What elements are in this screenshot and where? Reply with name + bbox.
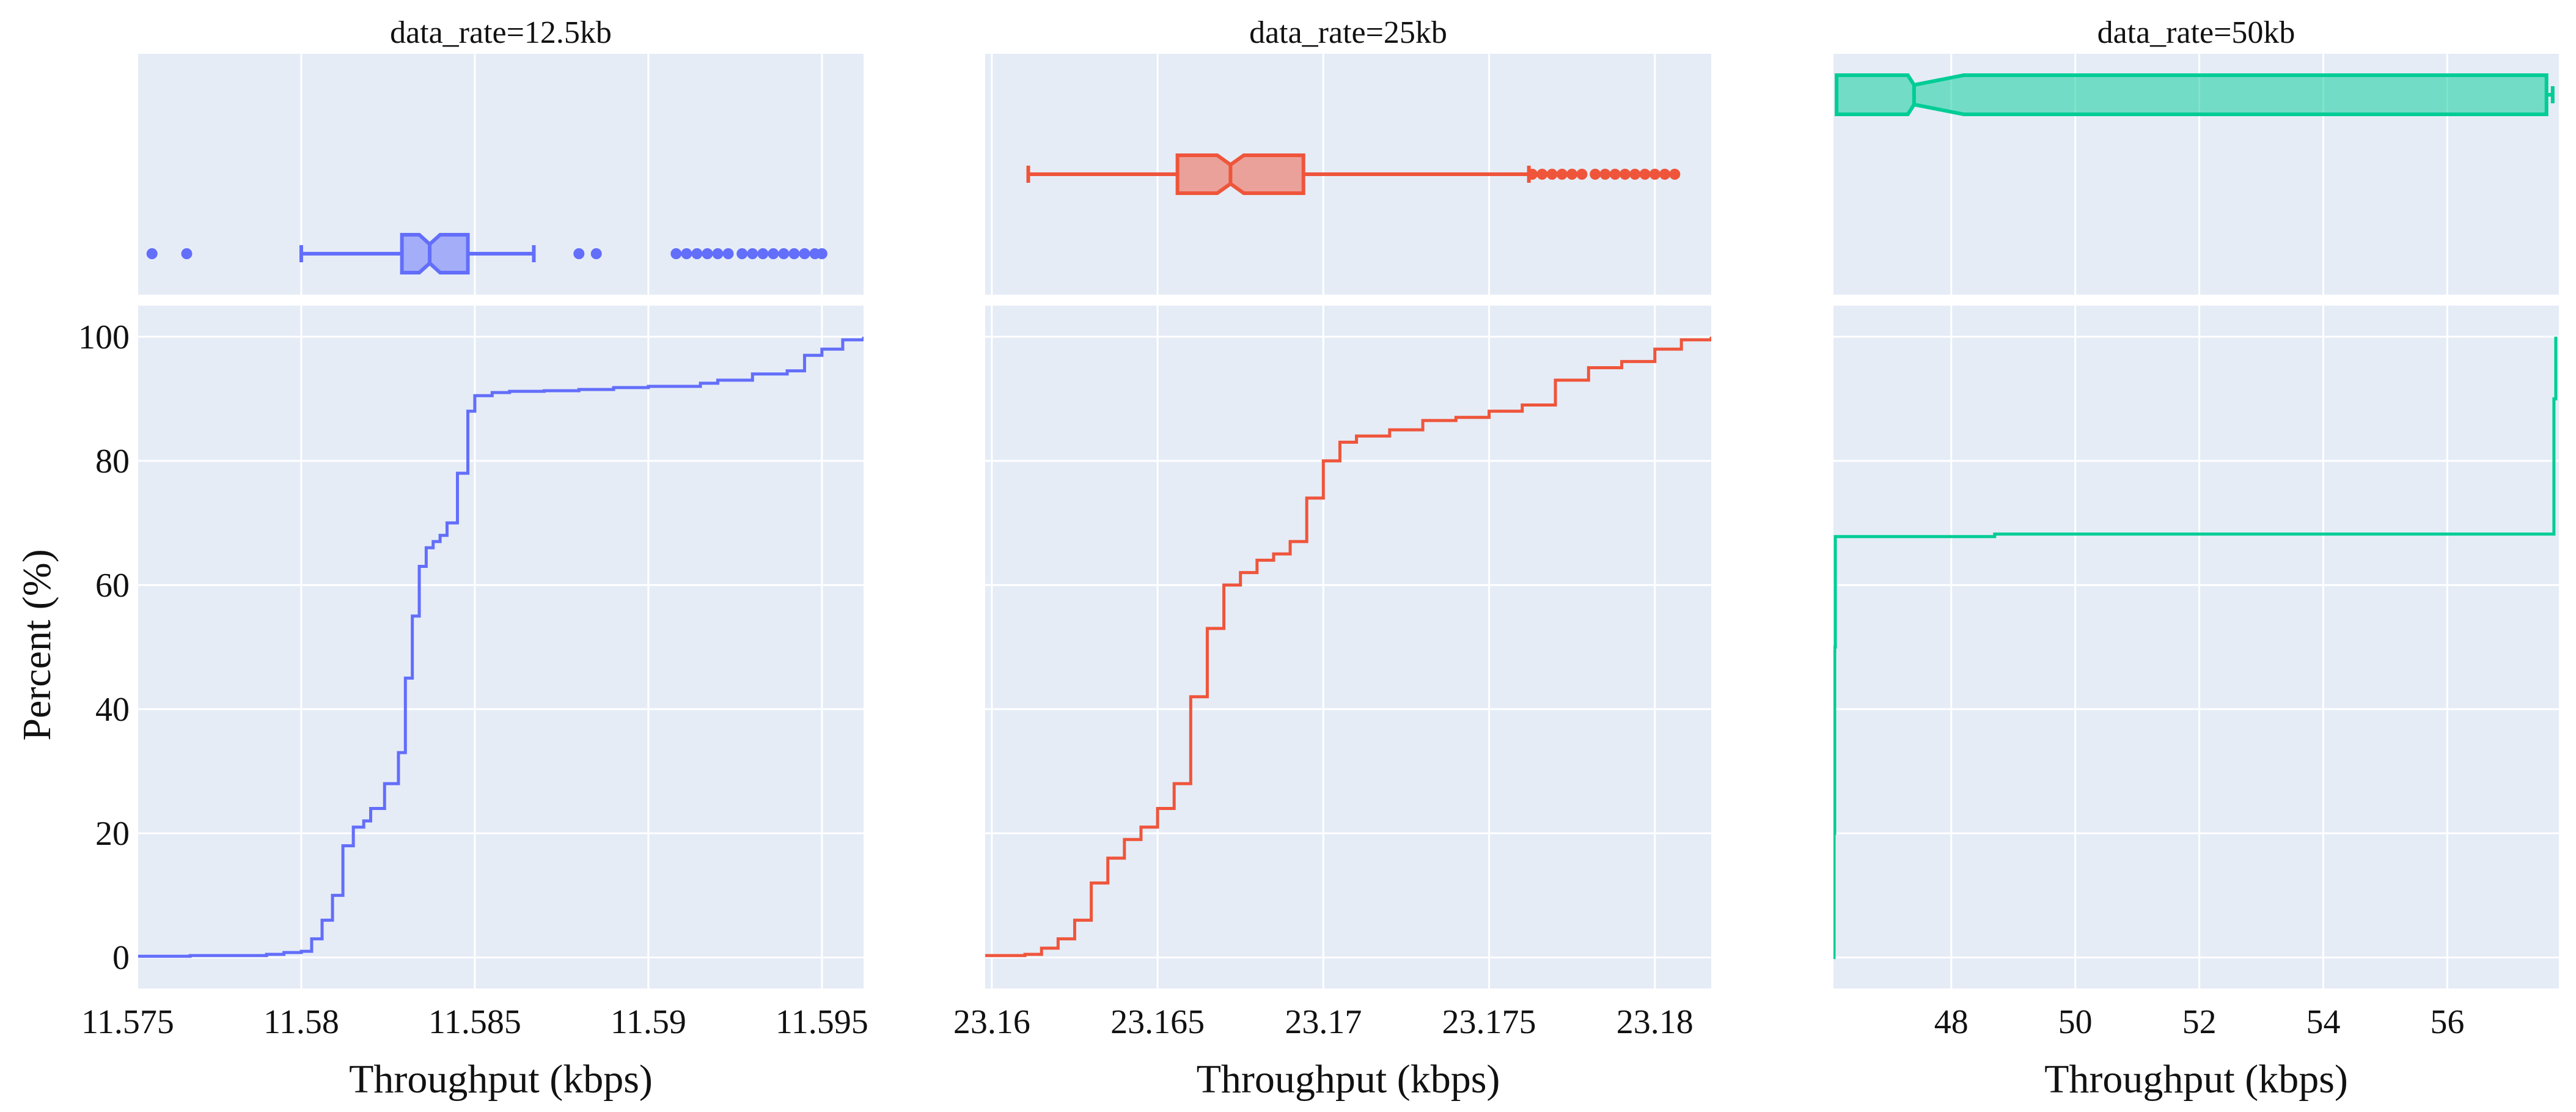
- boxplot-outlier: [1527, 169, 1538, 180]
- boxplot-outlier: [1536, 169, 1548, 180]
- boxplot: [1835, 73, 2555, 116]
- x-tick-label: 11.59: [611, 1003, 686, 1041]
- x-tick-label: 52: [2182, 1003, 2217, 1041]
- boxplot-outlier: [1639, 169, 1651, 180]
- boxplot-outlier: [181, 248, 193, 259]
- x-axis-title: Throughput (kbps): [1197, 1057, 1500, 1102]
- boxplot-outlier: [712, 248, 724, 259]
- panel-1: data_rate=12.5kb 11.575 11.58 11.585 11.59 11…: [78, 15, 868, 1102]
- panel-2: data_rate=25kb 23.16 23.165 23.17 23.175 23.1…: [953, 15, 1711, 1102]
- boxplot-outlier: [768, 248, 779, 259]
- x-tick-label: 11.585: [428, 1003, 521, 1041]
- boxplot-outlier: [1599, 169, 1611, 180]
- boxplot-outlier: [573, 248, 585, 259]
- boxplot-outlier: [757, 248, 769, 259]
- boxplot-outlier: [590, 248, 602, 259]
- boxplot-outlier: [1546, 169, 1558, 180]
- boxplot-outlier: [799, 248, 810, 259]
- panel-3: data_rate=50kb 48 50 52 54 56 Throughput (kbps…: [1833, 15, 2559, 1102]
- boxplot-box: [400, 233, 470, 274]
- y-tick-label: 60: [95, 567, 130, 605]
- ecdf-line: [138, 336, 864, 958]
- y-tick-label: 40: [95, 691, 130, 729]
- x-tick-label: 11.58: [263, 1003, 339, 1041]
- x-tick-label: 50: [2058, 1003, 2093, 1041]
- boxplot-outlier: [816, 248, 827, 259]
- ecdf-background: [1833, 306, 2559, 989]
- x-axis-title: Throughput (kbps): [349, 1057, 653, 1102]
- boxplot-box: [1835, 73, 2548, 116]
- boxplot-outlier: [681, 248, 692, 259]
- panel-title: data_rate=12.5kb: [390, 15, 612, 50]
- boxplot-outlier: [1609, 169, 1621, 180]
- chart-panels: data_rate=12.5kb 11.575 11.58 11.585 11.59 11…: [78, 15, 2559, 1102]
- boxplot-outlier: [1669, 169, 1681, 180]
- boxplot-outlier: [146, 248, 158, 259]
- x-tick-label: 23.165: [1110, 1003, 1205, 1041]
- boxplot-outlier: [722, 248, 734, 259]
- boxplot-outlier: [788, 248, 800, 259]
- x-tick-label: 54: [2306, 1003, 2340, 1041]
- panel-title: data_rate=25kb: [1249, 15, 1447, 50]
- boxplot-outlier: [736, 248, 748, 259]
- y-tick-label: 20: [95, 815, 130, 853]
- y-tick-label: 0: [112, 939, 130, 977]
- x-tick-label: 56: [2430, 1003, 2464, 1041]
- boxplot-outlier: [1619, 169, 1631, 180]
- panel-title: data_rate=50kb: [2097, 15, 2295, 50]
- ecdf-background: [985, 306, 1711, 989]
- boxplot-outlier: [1556, 169, 1568, 180]
- ecdf-background: [138, 306, 864, 989]
- boxplot-outlier: [670, 248, 682, 259]
- x-tick-label: 11.595: [776, 1003, 868, 1041]
- boxplot-outlier: [1590, 169, 1601, 180]
- x-tick-label: 23.16: [953, 1003, 1030, 1041]
- x-tick-label: 23.17: [1285, 1003, 1362, 1041]
- ecdf-line: [985, 336, 1711, 957]
- boxplot-outlier: [1566, 169, 1578, 180]
- boxplot: [1026, 153, 1681, 195]
- y-axis-title: Percent (%): [15, 549, 59, 740]
- boxplot-outlier: [778, 248, 790, 259]
- boxplot-outlier: [747, 248, 758, 259]
- boxplot-outlier: [1629, 169, 1641, 180]
- y-tick-label: 100: [78, 319, 130, 356]
- x-tick-label: 48: [1934, 1003, 1969, 1041]
- boxplot-outlier: [1576, 169, 1588, 180]
- boxplot-box: [1175, 153, 1305, 195]
- boxplot-outlier: [1659, 169, 1671, 180]
- x-tick-label: 23.18: [1616, 1003, 1693, 1041]
- boxplot-outlier: [1649, 169, 1660, 180]
- boxplot-outlier: [702, 248, 713, 259]
- x-tick-label: 23.175: [1442, 1003, 1536, 1041]
- y-tick-label: 80: [95, 443, 130, 481]
- x-tick-label: 11.575: [81, 1003, 174, 1041]
- ecdf-line: [1833, 336, 2558, 959]
- boxplot: [146, 233, 827, 274]
- boxplot-outlier: [691, 248, 703, 259]
- x-axis-title: Throughput (kbps): [2044, 1057, 2348, 1102]
